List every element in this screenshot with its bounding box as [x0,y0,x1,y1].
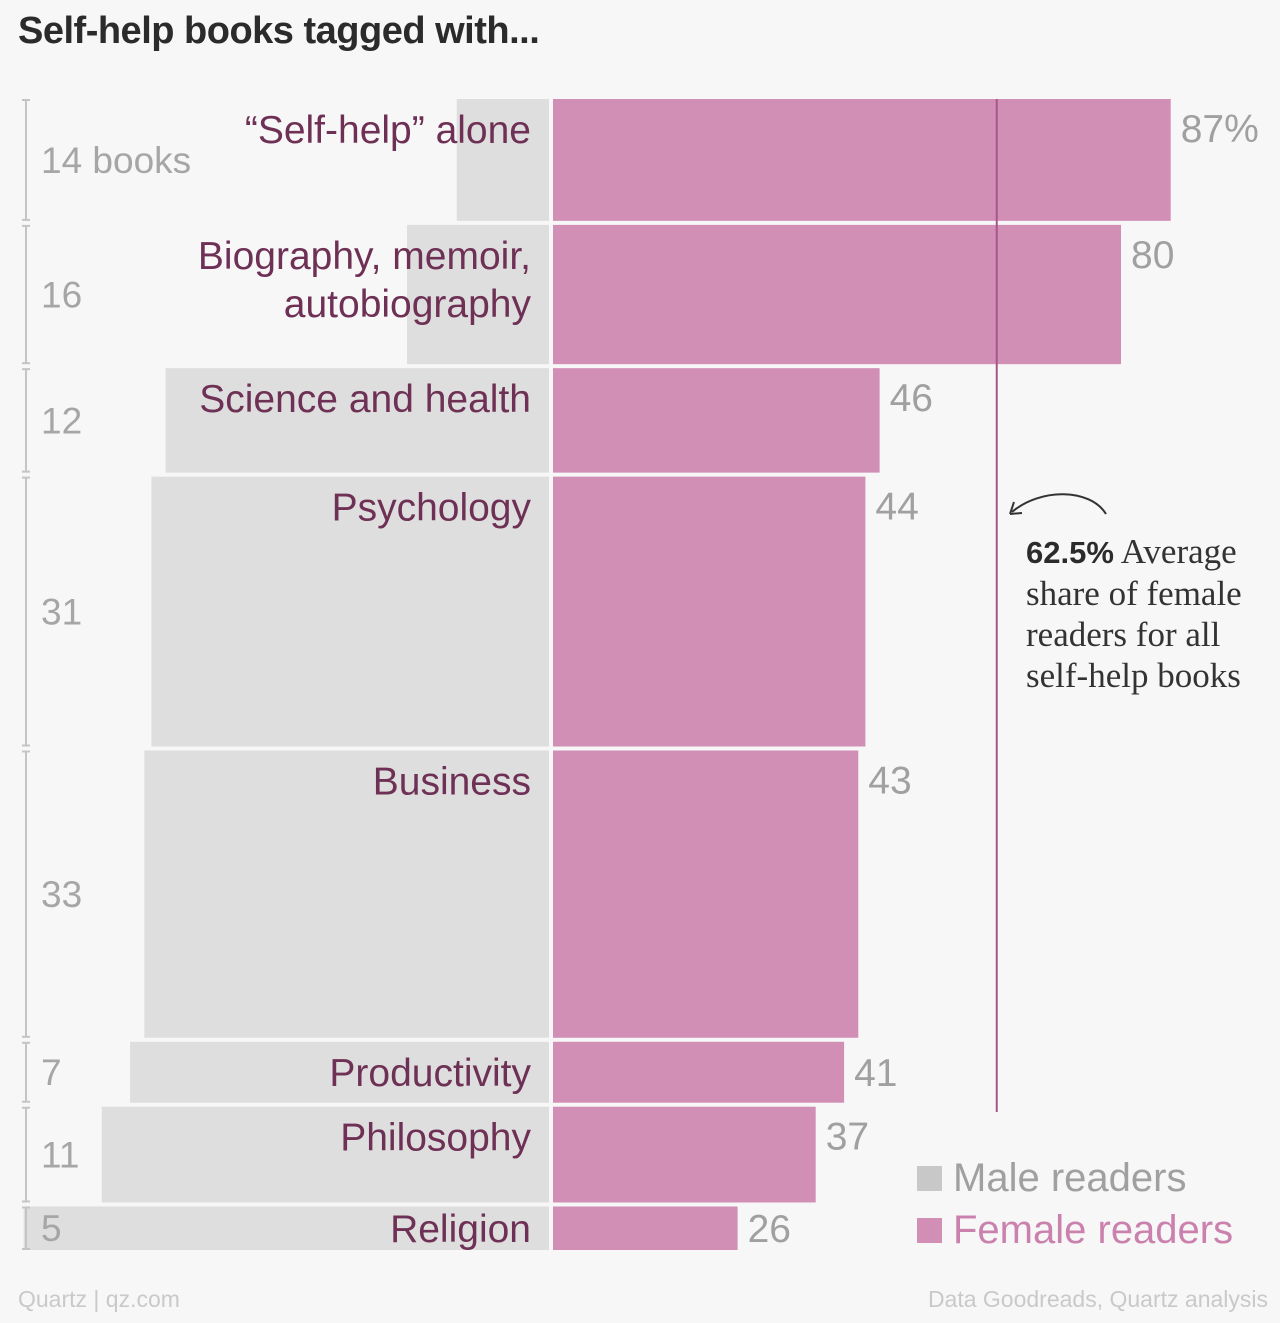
average-annotation-text: Average share of female readers for all … [1026,532,1242,695]
bar-male-0 [456,99,549,221]
value-label-2: 46 [890,377,933,420]
legend: Male readers Female readers [917,1152,1233,1256]
legend-swatch-female [917,1217,942,1243]
average-annotation: 62.5% Average share of female readers fo… [1026,531,1278,696]
legend-label-male: Male readers [953,1155,1187,1200]
value-label-5: 41 [854,1052,897,1095]
value-label-1: 80 [1131,234,1174,277]
bar-female-3 [553,476,866,747]
average-annotation-value: 62.5% [1026,535,1114,570]
annotation-arrow [1011,493,1107,515]
legend-label-female: Female readers [953,1207,1234,1252]
bar-male-1 [407,224,549,365]
bar-female-7 [553,1206,738,1250]
category-label-6-0: Philosophy [340,1117,531,1160]
legend-swatch-male [917,1165,942,1191]
bar-female-0 [553,99,1171,221]
bar-male-7 [23,1206,550,1250]
category-label-3-0: Psychology [332,487,532,530]
chart-title: Self-help books tagged with... [18,10,540,52]
bar-female-6 [553,1106,816,1203]
bar-female-5 [553,1041,845,1103]
category-label-4-0: Business [373,760,531,803]
category-label-1-0: Biography, memoir, [198,235,531,278]
bar-female-4 [553,750,859,1038]
annotation-arrowhead [1009,501,1023,515]
category-label-1-1: autobiography [284,283,532,326]
book-count-label-1: 16 [41,275,82,316]
legend-item-male: Male readers [917,1152,1233,1204]
book-count-label-6: 11 [41,1135,79,1176]
value-label-7: 26 [748,1208,791,1251]
footer-credit: Quartz | qz.com [18,1286,180,1312]
bar-male-6 [101,1106,549,1203]
category-label-5-0: Productivity [329,1052,531,1095]
book-count-label-3: 31 [41,592,82,633]
legend-item-female: Female readers [917,1204,1233,1256]
book-count-label-2: 12 [41,400,82,441]
book-count-label-4: 33 [41,874,82,915]
category-label-0-0: “Self-help” alone [245,109,531,152]
category-label-2-0: Science and health [199,378,531,421]
value-label-4: 43 [868,759,911,802]
bar-female-1 [553,224,1121,365]
category-label-7-0: Religion [390,1208,531,1251]
value-label-3: 44 [875,486,918,529]
book-count-label-7: 5 [41,1208,62,1249]
bar-male-2 [165,368,549,473]
bar-male-4 [144,750,550,1038]
bar-female-2 [553,368,880,473]
value-label-6: 37 [826,1116,869,1159]
value-label-0: 87% [1181,108,1259,151]
footer-source: Data Goodreads, Quartz analysis [927,1286,1268,1312]
bar-male-5 [130,1041,549,1103]
book-count-label-5: 7 [41,1052,62,1093]
bar-male-3 [151,476,549,747]
book-count-label-0: 14 books [41,140,191,181]
